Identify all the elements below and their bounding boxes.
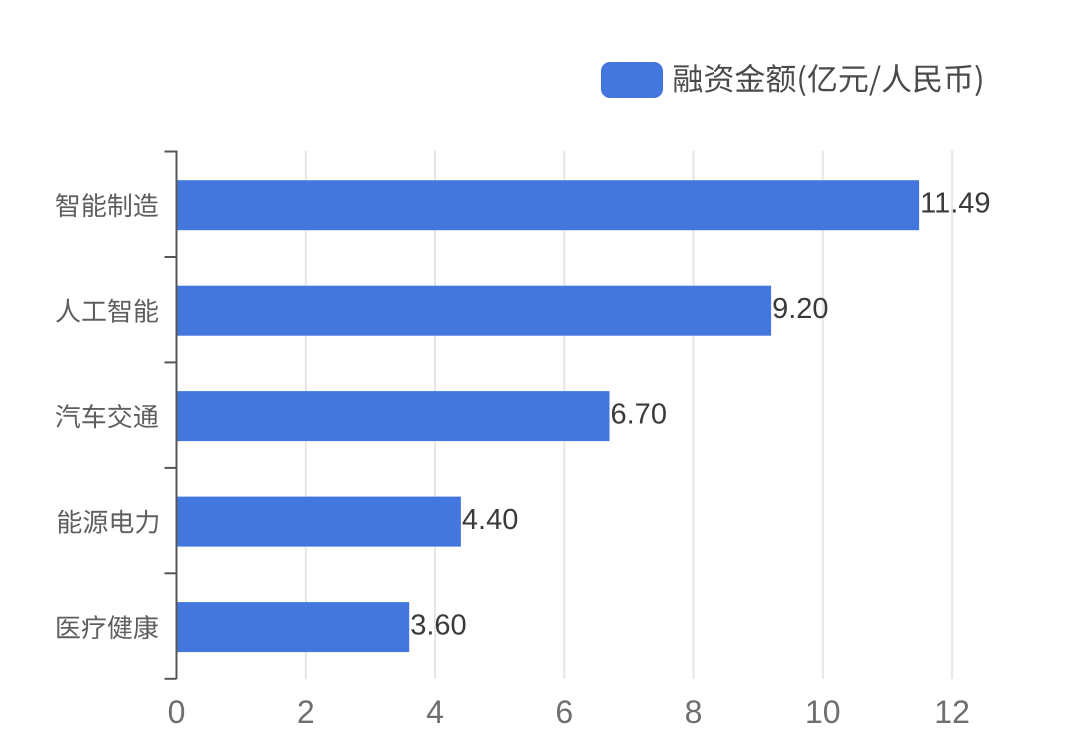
svg-text:4: 4 <box>426 694 444 730</box>
svg-text:12: 12 <box>934 694 970 730</box>
svg-text:3.60: 3.60 <box>410 610 466 642</box>
svg-text:6.70: 6.70 <box>611 399 667 431</box>
svg-text:10: 10 <box>805 694 841 730</box>
svg-text:8: 8 <box>685 694 703 730</box>
svg-text:6: 6 <box>555 694 573 730</box>
svg-text:2: 2 <box>297 694 315 730</box>
svg-text:9.20: 9.20 <box>772 293 828 325</box>
svg-text:11.49: 11.49 <box>920 188 990 220</box>
svg-text:4.40: 4.40 <box>462 504 518 536</box>
svg-text:0: 0 <box>168 694 186 730</box>
